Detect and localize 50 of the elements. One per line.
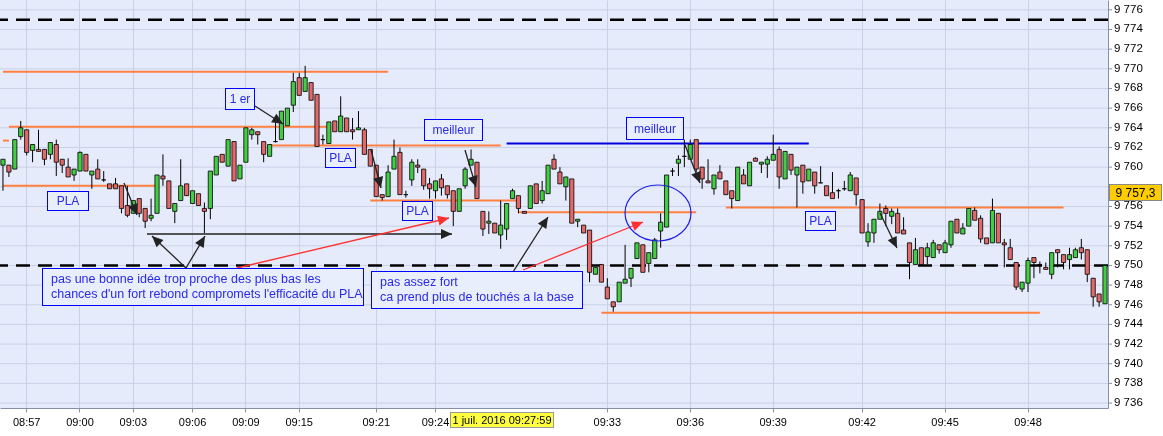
annotation: meilleur [626,117,684,140]
y-tick-label: 9 750 [1114,258,1143,271]
x-tick-label: 09:06 [178,415,207,428]
candlestick [462,166,468,190]
y-tick-label: 9 770 [1114,61,1143,74]
y-tick-label: 9 754 [1114,219,1144,232]
y-tick-label: 9 738 [1114,376,1143,389]
y-tick-label: 9 736 [1114,396,1143,409]
y-tick-label: 9 776 [1114,2,1143,15]
y-tick-label: 9 768 [1114,81,1143,94]
x-tick-label: 09:48 [1014,415,1042,428]
candlestick [818,165,824,184]
x-tick-label: 09:39 [759,415,787,428]
x-tick-label: 09:42 [848,415,876,428]
x-tick-label: 08:57 [12,415,41,428]
y-tick-label: 9 752 [1114,238,1143,251]
annotation: pas une bonne idée trop proche des plus bas les chances d'un fort rebond compromets l'efficacité du PLA [42,268,364,306]
annotation: PLA [402,201,433,221]
text: 1 juil. 2016 09:27:59 [450,412,554,428]
y-tick-label: 9 744 [1114,317,1144,330]
x-tick-label: 09:45 [931,415,959,428]
annotation: pas assez fort ca prend plus de touchés a la base [371,271,583,309]
annotation: 1 er [225,88,255,110]
y-tick-label: 9 772 [1114,42,1143,55]
annotation: PLA [325,148,356,168]
x-tick-label: 09:33 [593,415,622,428]
annotation: PLA [47,191,89,211]
x-tick-label: 09:24 [421,415,450,428]
x-tick-label: 09:15 [285,415,313,428]
candlestick [675,154,681,177]
y-tick-label: 9 746 [1114,297,1143,310]
annotation: meilleur [424,119,483,141]
x-tick-label: 09:09 [232,415,260,428]
y-tick-label: 9 740 [1114,356,1143,369]
x-tick-label: 09:03 [119,415,148,428]
x-tick-label: 09:00 [66,415,94,428]
y-tick-label: 9 774 [1114,22,1144,35]
annotation: PLA [805,211,836,231]
y-tick-label: 9 766 [1114,101,1143,114]
x-tick-label: 09:36 [676,415,705,428]
candlestick [1007,238,1013,261]
y-tick-label: 9 764 [1114,120,1144,133]
x-tick-label: 09:21 [362,415,391,428]
y-tick-label: 9 742 [1114,337,1143,350]
y-tick-label: 9 756 [1114,199,1143,212]
text: 9 757,3 [1109,184,1162,201]
candlestick [604,277,610,300]
y-tick-label: 9 762 [1114,140,1143,153]
y-tick-label: 9 748 [1114,278,1143,291]
y-tick-label: 9 760 [1114,160,1143,173]
